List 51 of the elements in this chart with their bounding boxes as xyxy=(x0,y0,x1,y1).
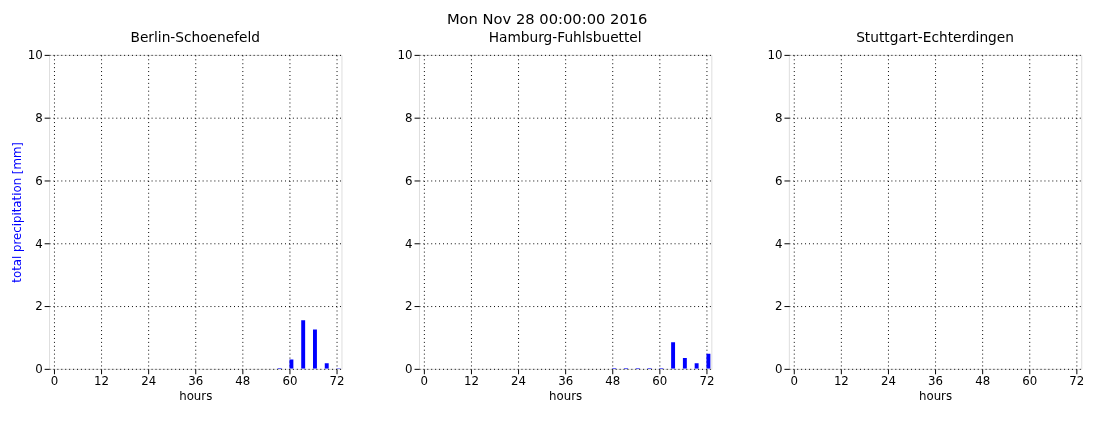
y-tick-label: 4 xyxy=(774,236,783,251)
x-tick-label: 72 xyxy=(1069,374,1085,389)
x-tick-label: 60 xyxy=(282,374,298,389)
y-tick-label: 10 xyxy=(397,48,413,63)
y-tick-label: 0 xyxy=(774,362,783,377)
y-tick-label: 2 xyxy=(774,299,783,314)
text: Mon Nov 28 00:00:00 2016 xyxy=(446,9,648,27)
x-tick-label: 0 xyxy=(50,374,59,389)
y-tick-label: 10 xyxy=(767,48,783,63)
x-axis-title: hours xyxy=(549,388,583,403)
y-tick-label: 6 xyxy=(774,173,783,188)
y-tick-label: 8 xyxy=(405,111,413,126)
chart-title: Hamburg-Fuhlsbuettel xyxy=(488,29,642,46)
chart-title: Berlin-Schoenefeld xyxy=(130,29,260,46)
x-axis-title: hours xyxy=(919,388,953,403)
x-tick-label: 36 xyxy=(928,374,944,389)
bar xyxy=(313,329,317,369)
x-tick-label: 12 xyxy=(833,374,849,389)
x-tick-label: 24 xyxy=(511,374,527,389)
x-tick-label: 0 xyxy=(420,374,429,389)
chart-title: Stuttgart-Echterdingen xyxy=(856,29,1014,46)
y-tick-label: 2 xyxy=(35,299,43,314)
y-tick-label: 8 xyxy=(774,111,783,126)
y-tick-label: 0 xyxy=(35,362,43,377)
x-axis-title: hours xyxy=(179,388,213,403)
bar xyxy=(289,359,294,369)
x-tick-label: 24 xyxy=(141,374,157,389)
bar xyxy=(301,320,306,369)
x-tick-label: 60 xyxy=(1022,374,1038,389)
x-tick-label: 36 xyxy=(188,374,204,389)
x-tick-label: 48 xyxy=(975,374,991,389)
y-tick-label: 4 xyxy=(405,236,413,251)
x-tick-label: 12 xyxy=(463,374,479,389)
x-tick-label: 72 xyxy=(329,374,345,389)
x-tick-label: 24 xyxy=(880,374,896,389)
y-tick-label: 6 xyxy=(405,173,413,188)
y-axis-title: total precipitation [mm] xyxy=(9,142,24,283)
x-tick-label: 60 xyxy=(652,374,668,389)
y-tick-label: 10 xyxy=(27,48,43,63)
y-tick-label: 8 xyxy=(35,111,43,126)
x-tick-label: 12 xyxy=(94,374,110,389)
y-tick-label: 2 xyxy=(405,299,413,314)
x-tick-label: 36 xyxy=(558,374,574,389)
x-tick-label: 72 xyxy=(699,374,715,389)
x-tick-label: 0 xyxy=(790,374,799,389)
bar xyxy=(324,363,329,369)
x-tick-label: 48 xyxy=(605,374,621,389)
y-tick-label: 4 xyxy=(35,236,43,251)
x-tick-label: 48 xyxy=(235,374,251,389)
y-tick-label: 6 xyxy=(35,173,43,188)
y-tick-label: 0 xyxy=(405,362,413,377)
